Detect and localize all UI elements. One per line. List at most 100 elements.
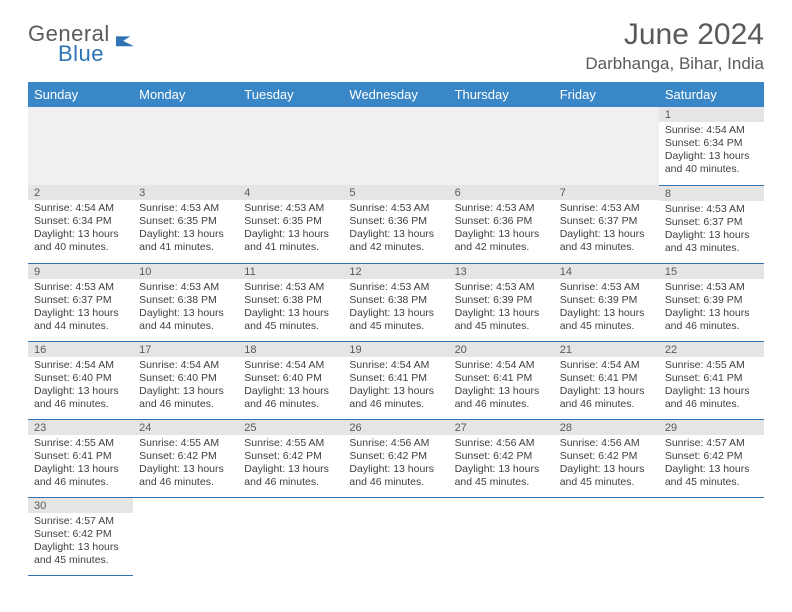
calendar-body: 1Sunrise: 4:54 AMSunset: 6:34 PMDaylight… bbox=[28, 107, 764, 575]
sunrise-line: Sunrise: 4:56 AM bbox=[349, 437, 442, 450]
calendar-day-cell: 13Sunrise: 4:53 AMSunset: 6:39 PMDayligh… bbox=[449, 263, 554, 341]
calendar-day-cell: 9Sunrise: 4:53 AMSunset: 6:37 PMDaylight… bbox=[28, 263, 133, 341]
sunset-line: Sunset: 6:37 PM bbox=[665, 216, 758, 229]
daylight-line: Daylight: 13 hours and 46 minutes. bbox=[349, 385, 442, 411]
calendar-day-cell: 11Sunrise: 4:53 AMSunset: 6:38 PMDayligh… bbox=[238, 263, 343, 341]
calendar-day-cell bbox=[133, 497, 238, 575]
calendar-day-cell bbox=[28, 107, 133, 185]
calendar-day-cell: 7Sunrise: 4:53 AMSunset: 6:37 PMDaylight… bbox=[554, 185, 659, 263]
daylight-line: Daylight: 13 hours and 45 minutes. bbox=[349, 307, 442, 333]
day-details: Sunrise: 4:55 AMSunset: 6:41 PMDaylight:… bbox=[659, 357, 764, 416]
daylight-line: Daylight: 13 hours and 46 minutes. bbox=[139, 463, 232, 489]
calendar-day-cell: 26Sunrise: 4:56 AMSunset: 6:42 PMDayligh… bbox=[343, 419, 448, 497]
sunrise-line: Sunrise: 4:53 AM bbox=[665, 203, 758, 216]
calendar-day-cell: 23Sunrise: 4:55 AMSunset: 6:41 PMDayligh… bbox=[28, 419, 133, 497]
calendar-day-cell: 2Sunrise: 4:54 AMSunset: 6:34 PMDaylight… bbox=[28, 185, 133, 263]
calendar-day-cell bbox=[343, 107, 448, 185]
sunset-line: Sunset: 6:34 PM bbox=[34, 215, 127, 228]
sunrise-line: Sunrise: 4:54 AM bbox=[455, 359, 548, 372]
day-number: 15 bbox=[659, 264, 764, 279]
daylight-line: Daylight: 13 hours and 45 minutes. bbox=[560, 307, 653, 333]
calendar-day-cell bbox=[238, 107, 343, 185]
calendar-day-cell bbox=[449, 497, 554, 575]
calendar-day-cell bbox=[554, 107, 659, 185]
logo-text-blue: Blue bbox=[58, 41, 104, 66]
sunrise-line: Sunrise: 4:55 AM bbox=[139, 437, 232, 450]
sunset-line: Sunset: 6:35 PM bbox=[139, 215, 232, 228]
calendar-week-row: 2Sunrise: 4:54 AMSunset: 6:34 PMDaylight… bbox=[28, 185, 764, 263]
day-details: Sunrise: 4:56 AMSunset: 6:42 PMDaylight:… bbox=[554, 435, 659, 494]
sunset-line: Sunset: 6:38 PM bbox=[244, 294, 337, 307]
daylight-line: Daylight: 13 hours and 46 minutes. bbox=[560, 385, 653, 411]
day-number: 8 bbox=[659, 186, 764, 201]
daylight-line: Daylight: 13 hours and 45 minutes. bbox=[455, 463, 548, 489]
sunset-line: Sunset: 6:41 PM bbox=[665, 372, 758, 385]
sunset-line: Sunset: 6:42 PM bbox=[560, 450, 653, 463]
sunrise-line: Sunrise: 4:55 AM bbox=[665, 359, 758, 372]
calendar-day-cell bbox=[554, 497, 659, 575]
calendar-week-row: 30Sunrise: 4:57 AMSunset: 6:42 PMDayligh… bbox=[28, 497, 764, 575]
sunrise-line: Sunrise: 4:54 AM bbox=[139, 359, 232, 372]
daylight-line: Daylight: 13 hours and 42 minutes. bbox=[349, 228, 442, 254]
day-details: Sunrise: 4:54 AMSunset: 6:34 PMDaylight:… bbox=[659, 122, 764, 181]
day-details: Sunrise: 4:53 AMSunset: 6:36 PMDaylight:… bbox=[343, 200, 448, 259]
calendar-day-cell: 8Sunrise: 4:53 AMSunset: 6:37 PMDaylight… bbox=[659, 185, 764, 263]
day-details: Sunrise: 4:54 AMSunset: 6:40 PMDaylight:… bbox=[133, 357, 238, 416]
daylight-line: Daylight: 13 hours and 46 minutes. bbox=[34, 463, 127, 489]
day-details: Sunrise: 4:53 AMSunset: 6:37 PMDaylight:… bbox=[554, 200, 659, 259]
sunrise-line: Sunrise: 4:55 AM bbox=[244, 437, 337, 450]
weekday-header: Wednesday bbox=[343, 82, 448, 107]
daylight-line: Daylight: 13 hours and 46 minutes. bbox=[455, 385, 548, 411]
day-details: Sunrise: 4:53 AMSunset: 6:39 PMDaylight:… bbox=[659, 279, 764, 338]
day-details: Sunrise: 4:53 AMSunset: 6:38 PMDaylight:… bbox=[238, 279, 343, 338]
sunrise-line: Sunrise: 4:53 AM bbox=[139, 281, 232, 294]
sunrise-line: Sunrise: 4:57 AM bbox=[665, 437, 758, 450]
day-details: Sunrise: 4:53 AMSunset: 6:38 PMDaylight:… bbox=[343, 279, 448, 338]
calendar-day-cell: 21Sunrise: 4:54 AMSunset: 6:41 PMDayligh… bbox=[554, 341, 659, 419]
sunrise-line: Sunrise: 4:53 AM bbox=[560, 202, 653, 215]
day-number: 17 bbox=[133, 342, 238, 357]
day-details: Sunrise: 4:56 AMSunset: 6:42 PMDaylight:… bbox=[449, 435, 554, 494]
sunset-line: Sunset: 6:42 PM bbox=[139, 450, 232, 463]
calendar-day-cell: 27Sunrise: 4:56 AMSunset: 6:42 PMDayligh… bbox=[449, 419, 554, 497]
calendar-day-cell: 22Sunrise: 4:55 AMSunset: 6:41 PMDayligh… bbox=[659, 341, 764, 419]
location-subtitle: Darbhanga, Bihar, India bbox=[585, 54, 764, 74]
sunrise-line: Sunrise: 4:53 AM bbox=[455, 202, 548, 215]
day-number: 6 bbox=[449, 185, 554, 200]
calendar-day-cell: 19Sunrise: 4:54 AMSunset: 6:41 PMDayligh… bbox=[343, 341, 448, 419]
sunrise-line: Sunrise: 4:54 AM bbox=[665, 124, 758, 137]
day-number: 21 bbox=[554, 342, 659, 357]
sunset-line: Sunset: 6:40 PM bbox=[34, 372, 127, 385]
calendar-table: Sunday Monday Tuesday Wednesday Thursday… bbox=[28, 82, 764, 576]
calendar-week-row: 9Sunrise: 4:53 AMSunset: 6:37 PMDaylight… bbox=[28, 263, 764, 341]
sunrise-line: Sunrise: 4:57 AM bbox=[34, 515, 127, 528]
day-details: Sunrise: 4:55 AMSunset: 6:42 PMDaylight:… bbox=[238, 435, 343, 494]
sunset-line: Sunset: 6:42 PM bbox=[244, 450, 337, 463]
daylight-line: Daylight: 13 hours and 46 minutes. bbox=[244, 385, 337, 411]
sunrise-line: Sunrise: 4:53 AM bbox=[34, 281, 127, 294]
sunrise-line: Sunrise: 4:55 AM bbox=[34, 437, 127, 450]
day-number: 13 bbox=[449, 264, 554, 279]
day-number: 7 bbox=[554, 185, 659, 200]
daylight-line: Daylight: 13 hours and 45 minutes. bbox=[34, 541, 127, 567]
weekday-header: Tuesday bbox=[238, 82, 343, 107]
sunset-line: Sunset: 6:42 PM bbox=[665, 450, 758, 463]
day-details: Sunrise: 4:54 AMSunset: 6:40 PMDaylight:… bbox=[28, 357, 133, 416]
day-details: Sunrise: 4:54 AMSunset: 6:40 PMDaylight:… bbox=[238, 357, 343, 416]
sunset-line: Sunset: 6:37 PM bbox=[34, 294, 127, 307]
calendar-week-row: 1Sunrise: 4:54 AMSunset: 6:34 PMDaylight… bbox=[28, 107, 764, 185]
calendar-day-cell bbox=[133, 107, 238, 185]
daylight-line: Daylight: 13 hours and 41 minutes. bbox=[139, 228, 232, 254]
calendar-day-cell: 15Sunrise: 4:53 AMSunset: 6:39 PMDayligh… bbox=[659, 263, 764, 341]
sunrise-line: Sunrise: 4:53 AM bbox=[349, 281, 442, 294]
sunset-line: Sunset: 6:42 PM bbox=[349, 450, 442, 463]
sunset-line: Sunset: 6:36 PM bbox=[455, 215, 548, 228]
daylight-line: Daylight: 13 hours and 46 minutes. bbox=[244, 463, 337, 489]
daylight-line: Daylight: 13 hours and 41 minutes. bbox=[244, 228, 337, 254]
sunrise-line: Sunrise: 4:54 AM bbox=[560, 359, 653, 372]
sunset-line: Sunset: 6:40 PM bbox=[139, 372, 232, 385]
calendar-day-cell: 10Sunrise: 4:53 AMSunset: 6:38 PMDayligh… bbox=[133, 263, 238, 341]
daylight-line: Daylight: 13 hours and 46 minutes. bbox=[34, 385, 127, 411]
calendar-day-cell bbox=[343, 497, 448, 575]
sunrise-line: Sunrise: 4:53 AM bbox=[244, 281, 337, 294]
